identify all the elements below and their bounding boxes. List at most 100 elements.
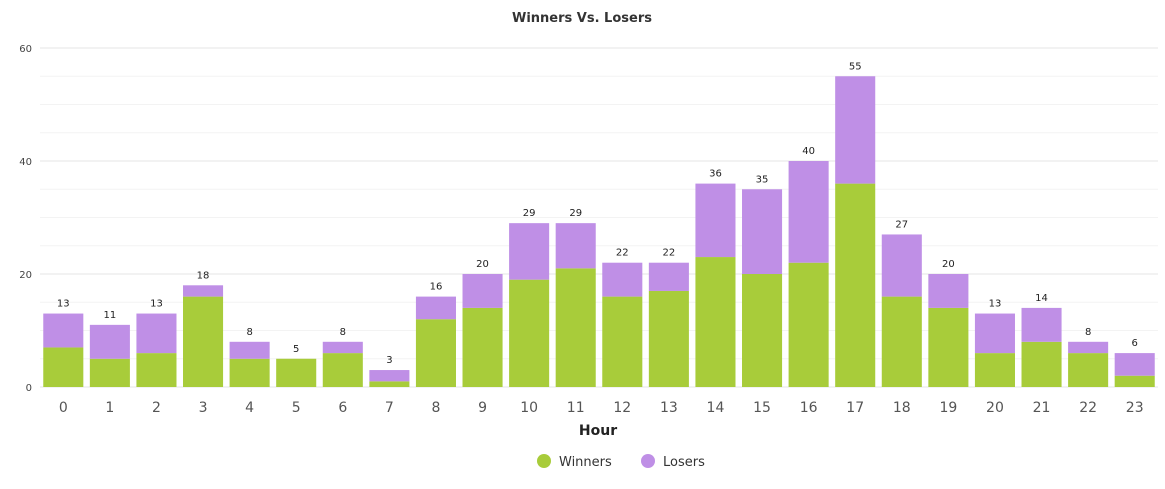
data-label-6: 8 — [340, 327, 346, 338]
x-tick-label-7: 7 — [385, 400, 394, 416]
data-label-23: 6 — [1132, 338, 1138, 349]
bar-winners-1 — [89, 358, 130, 387]
data-label-1: 11 — [104, 310, 117, 321]
legend-marker-winners[interactable] — [537, 454, 551, 468]
data-label-22: 8 — [1085, 327, 1091, 338]
bar-winners-16 — [788, 262, 829, 387]
x-tick-label-11: 11 — [567, 400, 585, 416]
x-tick-label-1: 1 — [105, 400, 114, 416]
chart-title: Winners Vs. Losers — [512, 11, 652, 26]
x-tick-label-4: 4 — [245, 400, 254, 416]
bar-losers-8 — [415, 296, 456, 320]
bar-winners-5 — [276, 358, 317, 387]
data-label-3: 18 — [197, 270, 210, 281]
legend-marker-losers[interactable] — [641, 454, 655, 468]
data-label-21: 14 — [1035, 293, 1048, 304]
bar-losers-20 — [974, 313, 1015, 354]
bar-winners-12 — [602, 296, 643, 387]
y-tick-label: 40 — [19, 157, 32, 168]
data-label-5: 5 — [293, 344, 299, 355]
bar-winners-2 — [136, 353, 177, 387]
data-label-16: 40 — [802, 146, 815, 157]
bar-winners-3 — [183, 296, 224, 387]
x-tick-label-13: 13 — [660, 400, 678, 416]
bar-winners-17 — [835, 183, 876, 387]
data-label-0: 13 — [57, 299, 70, 310]
x-tick-label-2: 2 — [152, 400, 161, 416]
x-tick-label-12: 12 — [613, 400, 631, 416]
x-tick-label-5: 5 — [292, 400, 301, 416]
data-label-2: 13 — [150, 299, 163, 310]
x-tick-label-10: 10 — [520, 400, 538, 416]
bar-winners-11 — [555, 268, 596, 387]
data-label-11: 29 — [569, 208, 582, 219]
data-label-4: 8 — [246, 327, 252, 338]
x-tick-label-21: 21 — [1033, 400, 1051, 416]
bar-losers-11 — [555, 223, 596, 269]
x-tick-label-23: 23 — [1126, 400, 1144, 416]
data-labels: 13 11 13 18 8 5 8 3 16 20 29 29 22 22 36 35 40 55 27 20 13 14… — [57, 61, 1138, 366]
data-label-7: 3 — [386, 355, 392, 366]
y-tick-label: 20 — [19, 270, 32, 281]
x-tick-label-15: 15 — [753, 400, 771, 416]
bar-losers-10 — [509, 223, 550, 280]
bar-winners-13 — [648, 290, 689, 387]
x-axis: 0 1 2 3 4 5 6 7 8 9 10 11 12 13 14 15 16 17 18 19 20 21 22 23 — [59, 400, 1144, 416]
bar-winners-0 — [43, 347, 84, 387]
bar-losers-21 — [1021, 307, 1062, 342]
bar-losers-16 — [788, 161, 829, 263]
data-label-19: 20 — [942, 259, 955, 270]
x-axis-label: Hour — [579, 423, 617, 439]
data-label-15: 35 — [756, 174, 769, 185]
x-tick-label-19: 19 — [939, 400, 957, 416]
y-axis: 0 20 40 60 — [19, 44, 32, 394]
bar-losers-22 — [1068, 341, 1109, 354]
bar-losers-19 — [928, 274, 969, 308]
bar-losers-4 — [229, 341, 270, 359]
bar-losers-17 — [835, 76, 876, 184]
bar-losers-18 — [881, 234, 922, 297]
bar-losers-2 — [136, 313, 177, 354]
bar-losers-7 — [369, 370, 410, 382]
bar-winners-8 — [415, 319, 456, 387]
data-label-14: 36 — [709, 169, 722, 180]
bars — [43, 76, 1155, 387]
bar-winners-18 — [881, 296, 922, 387]
legend: Winners Losers — [537, 454, 705, 470]
x-tick-label-17: 17 — [846, 400, 864, 416]
x-tick-label-8: 8 — [431, 400, 440, 416]
bar-winners-6 — [322, 353, 363, 387]
grid-lines — [40, 47, 1158, 388]
bar-winners-9 — [462, 307, 503, 387]
x-tick-label-14: 14 — [707, 400, 725, 416]
data-label-20: 13 — [989, 299, 1002, 310]
data-label-10: 29 — [523, 208, 536, 219]
bar-losers-14 — [695, 183, 736, 258]
legend-label-winners[interactable]: Winners — [559, 455, 612, 470]
x-tick-label-0: 0 — [59, 400, 68, 416]
bar-winners-22 — [1068, 353, 1109, 387]
bar-losers-9 — [462, 274, 503, 308]
data-label-17: 55 — [849, 61, 862, 72]
bar-winners-21 — [1021, 341, 1062, 387]
bar-losers-6 — [322, 341, 363, 354]
x-tick-label-18: 18 — [893, 400, 911, 416]
bar-losers-13 — [648, 262, 689, 291]
x-tick-label-16: 16 — [800, 400, 818, 416]
bar-losers-3 — [183, 285, 224, 297]
data-label-12: 22 — [616, 248, 629, 259]
bar-winners-10 — [509, 279, 550, 387]
x-tick-label-3: 3 — [199, 400, 208, 416]
bar-winners-14 — [695, 257, 736, 387]
bar-losers-1 — [89, 324, 130, 359]
bar-losers-23 — [1114, 353, 1155, 376]
y-tick-label: 60 — [19, 44, 32, 55]
y-tick-label: 0 — [26, 383, 32, 394]
bar-winners-7 — [369, 381, 410, 387]
legend-label-losers[interactable]: Losers — [663, 455, 705, 470]
data-label-13: 22 — [663, 248, 676, 259]
bar-losers-0 — [43, 313, 84, 348]
x-tick-label-6: 6 — [338, 400, 347, 416]
bar-winners-20 — [974, 353, 1015, 387]
